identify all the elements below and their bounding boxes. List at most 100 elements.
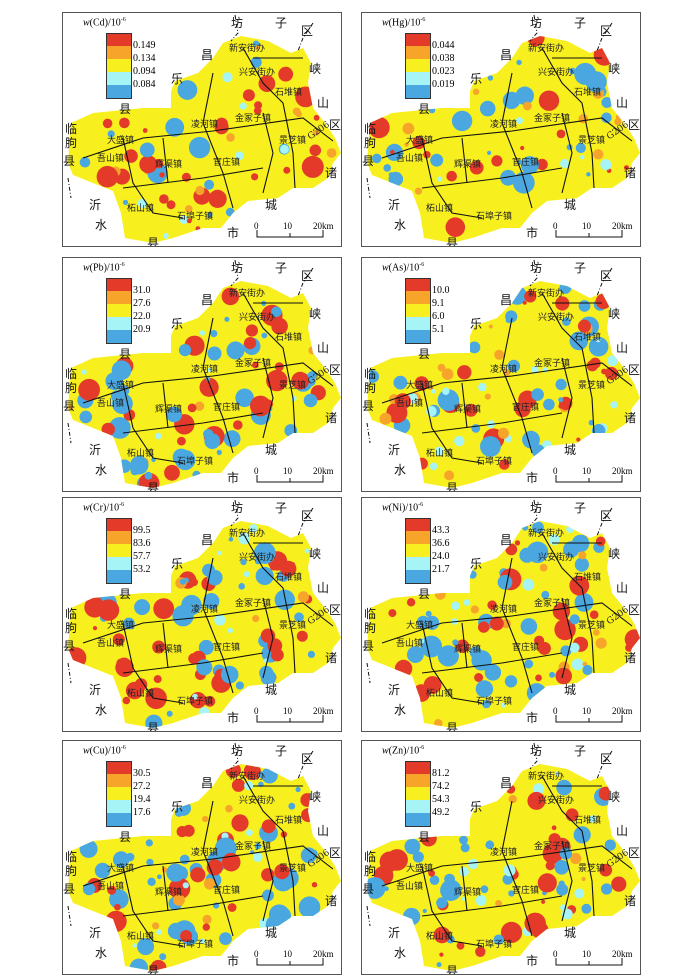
concentration-patch [301,808,316,823]
town-label: 官庄镇 [213,403,241,413]
legend-title: w(Ni)/10-6 [382,502,424,514]
concentration-patch [132,943,137,948]
concentration-patch [271,306,282,318]
concentration-patch [194,401,205,411]
road-line [501,72,533,209]
legend-value: 30.5 [133,768,151,779]
scale-bar: 0 10 20km [552,221,633,241]
road-line [242,532,296,674]
concentration-patch [177,436,186,446]
concentration-patch [262,889,274,902]
concentration-patch [112,633,125,646]
place-label: 区 [628,846,641,860]
place-label: 乐 [470,800,483,814]
road-line [561,112,573,194]
concentration-patch [402,122,415,135]
map-panel-cd: w(Cd)/10-6 0.149 0.134 0.094 0.084 坊子区昌乐县峡山区临… [62,12,342,247]
concentration-patch [551,825,557,831]
concentration-patch [153,675,162,684]
concentration-patch [475,895,487,906]
scale-label: 10 [283,706,292,716]
place-label: 市 [526,711,539,725]
concentration-patch [313,129,320,136]
place-label: 坊 [231,744,244,758]
road-line [162,622,169,669]
concentration-patch [508,890,515,897]
distribution-map [67,259,341,488]
scale-label: 10 [582,466,591,476]
concentration-patch [82,882,96,896]
legend-swatch [106,544,132,557]
concentration-patch [199,330,205,336]
road-line [162,382,169,429]
legend-swatch [405,317,431,330]
legend-value: 10.0 [432,285,450,296]
concentration-patch [500,921,523,943]
concentration-patch [604,839,616,851]
scale-label: 0 [254,221,259,231]
concentration-patch [159,172,165,178]
concentration-patch [177,887,186,896]
concentration-patch [455,639,470,653]
legend-swatch [405,774,431,787]
legend-swatch [405,570,431,584]
place-label: 临 [65,122,78,136]
road-line [541,532,595,674]
legend-swatch [405,787,431,800]
concentration-patch [102,118,113,129]
place-label: 子 [574,501,587,515]
place-label: 城 [265,683,278,697]
place-label: 沂 [89,198,102,212]
concentration-patch [569,331,589,351]
boundary-line [596,267,613,297]
legend-value: 53.2 [133,564,151,575]
concentration-patch [388,171,404,187]
place-label: 县 [446,236,459,247]
concentration-patch [512,171,535,194]
road-line [421,137,483,219]
concentration-patch [580,155,585,160]
map-panel-ni: w(Ni)/10-6 43.3 36.6 24.0 21.7 坊子区昌乐县峡山区临朐县诸城… [361,497,641,732]
town-label: 兴安街办 [239,313,276,323]
concentration-patch [570,852,582,865]
distribution-map [67,499,341,728]
concentration-patch [192,470,201,479]
legend-value: 74.2 [432,781,450,792]
concentration-patch [454,435,465,447]
road-line [202,800,234,937]
concentration-patch [79,156,91,168]
road-line [122,137,184,219]
legend-swatch [405,800,431,813]
place-label: 沂 [89,926,102,940]
place-label: 区 [301,24,314,38]
town-label: 新安街办 [528,289,565,299]
legend: w(Cu)/10-6 30.5 27.2 19.4 17.6 [83,745,151,827]
boundary-line [529,259,538,287]
concentration-patch [556,883,569,896]
town-label: 辉渠镇 [454,645,482,655]
concentration-patch [296,630,308,642]
scale-label: 0 [553,221,558,231]
concentration-patch [531,388,544,401]
concentration-patch [500,702,506,708]
concentration-patch [231,778,246,792]
place-label: 临 [65,850,78,864]
concentration-patch [204,179,215,190]
concentration-patch [390,149,395,155]
legend-swatch [106,291,132,304]
concentration-patch [575,142,586,154]
concentration-patch [134,599,151,616]
place-label: 水 [394,218,407,232]
place-label: 诸 [624,894,637,908]
place-label: 朐 [65,136,78,150]
concentration-patch [173,894,185,906]
place-label: 诸 [624,651,637,665]
town-label: 凌河镇 [490,365,518,375]
place-label: 坊 [530,16,543,30]
concentration-patch [554,860,569,875]
place-label: 坊 [530,744,543,758]
boundary-line [297,267,314,297]
scale-bar: 0 10 20km [552,949,633,969]
place-label: 坊 [231,501,244,515]
place-label: 水 [95,703,108,717]
